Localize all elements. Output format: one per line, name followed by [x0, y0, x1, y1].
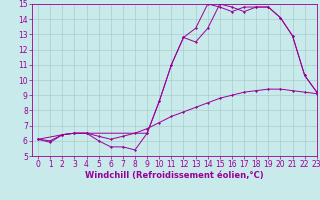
X-axis label: Windchill (Refroidissement éolien,°C): Windchill (Refroidissement éolien,°C)	[85, 171, 264, 180]
